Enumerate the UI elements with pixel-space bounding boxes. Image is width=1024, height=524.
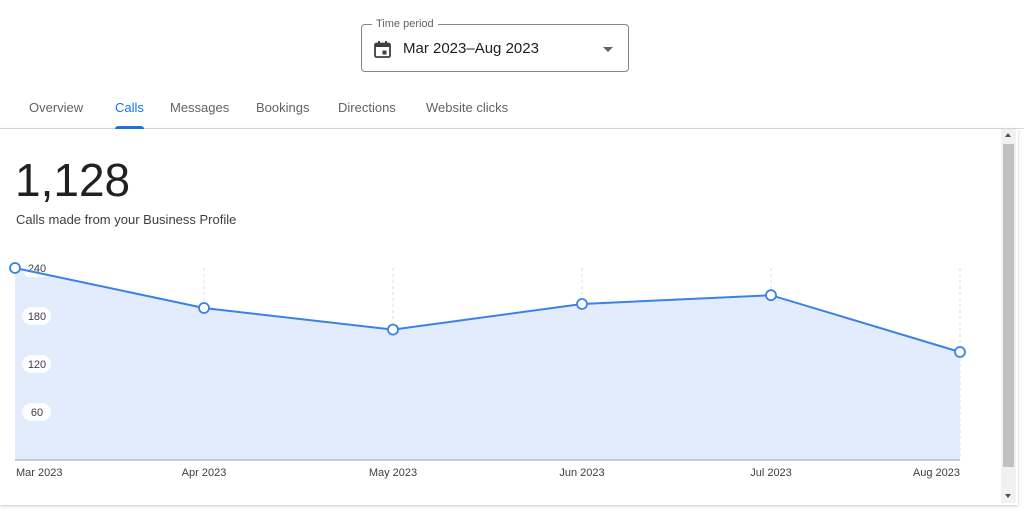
x-tick-label: Jun 2023	[559, 467, 604, 479]
y-tick-bg	[22, 259, 51, 277]
data-point	[9, 262, 21, 274]
series-line	[14, 267, 961, 353]
x-tick-label: Aug 2023	[913, 467, 960, 479]
metric-tabs: Overview Calls Messages Bookings Directi…	[0, 86, 1024, 129]
scrollbar[interactable]	[1001, 129, 1016, 503]
scroll-down-icon[interactable]	[1005, 494, 1011, 498]
data-point	[576, 298, 588, 310]
x-tick-label: May 2023	[369, 467, 417, 479]
y-tick-label: 120	[28, 359, 46, 371]
tab-messages[interactable]: Messages	[170, 100, 230, 115]
tab-directions[interactable]: Directions	[338, 100, 396, 115]
x-tick-label: Mar 2023	[16, 467, 62, 479]
data-point	[387, 323, 399, 336]
chevron-down-icon	[603, 47, 613, 52]
tab-website-clicks[interactable]: Website clicks	[426, 100, 509, 115]
data-point	[198, 302, 210, 314]
x-tick-label: Apr 2023	[182, 467, 227, 479]
y-tick-label: 60	[31, 407, 43, 419]
y-tick-bg	[22, 403, 51, 421]
data-point	[765, 289, 777, 302]
y-tick-label: 180	[28, 311, 46, 323]
scroll-thumb[interactable]	[1003, 144, 1014, 467]
total-calls: 1,128	[15, 154, 131, 206]
calls-description: Calls made from your Business Profile	[16, 212, 237, 227]
tab-overview[interactable]: Overview	[29, 100, 84, 115]
time-period-value: Mar 2023–Aug 2023	[403, 40, 539, 57]
data-point	[954, 346, 966, 358]
x-tick-label: Jul 2023	[750, 467, 792, 479]
tab-bookings[interactable]: Bookings	[256, 100, 310, 115]
calendar-icon	[374, 41, 391, 58]
y-tick-bg	[22, 307, 51, 325]
time-period-select[interactable]: Time period Mar 2023–Aug 2023	[361, 18, 629, 72]
scroll-up-icon[interactable]	[1005, 133, 1011, 137]
area-fill	[15, 268, 960, 460]
tab-calls[interactable]: Calls	[115, 86, 144, 129]
y-tick-bg	[22, 355, 51, 373]
time-period-label: Time period	[372, 18, 438, 31]
